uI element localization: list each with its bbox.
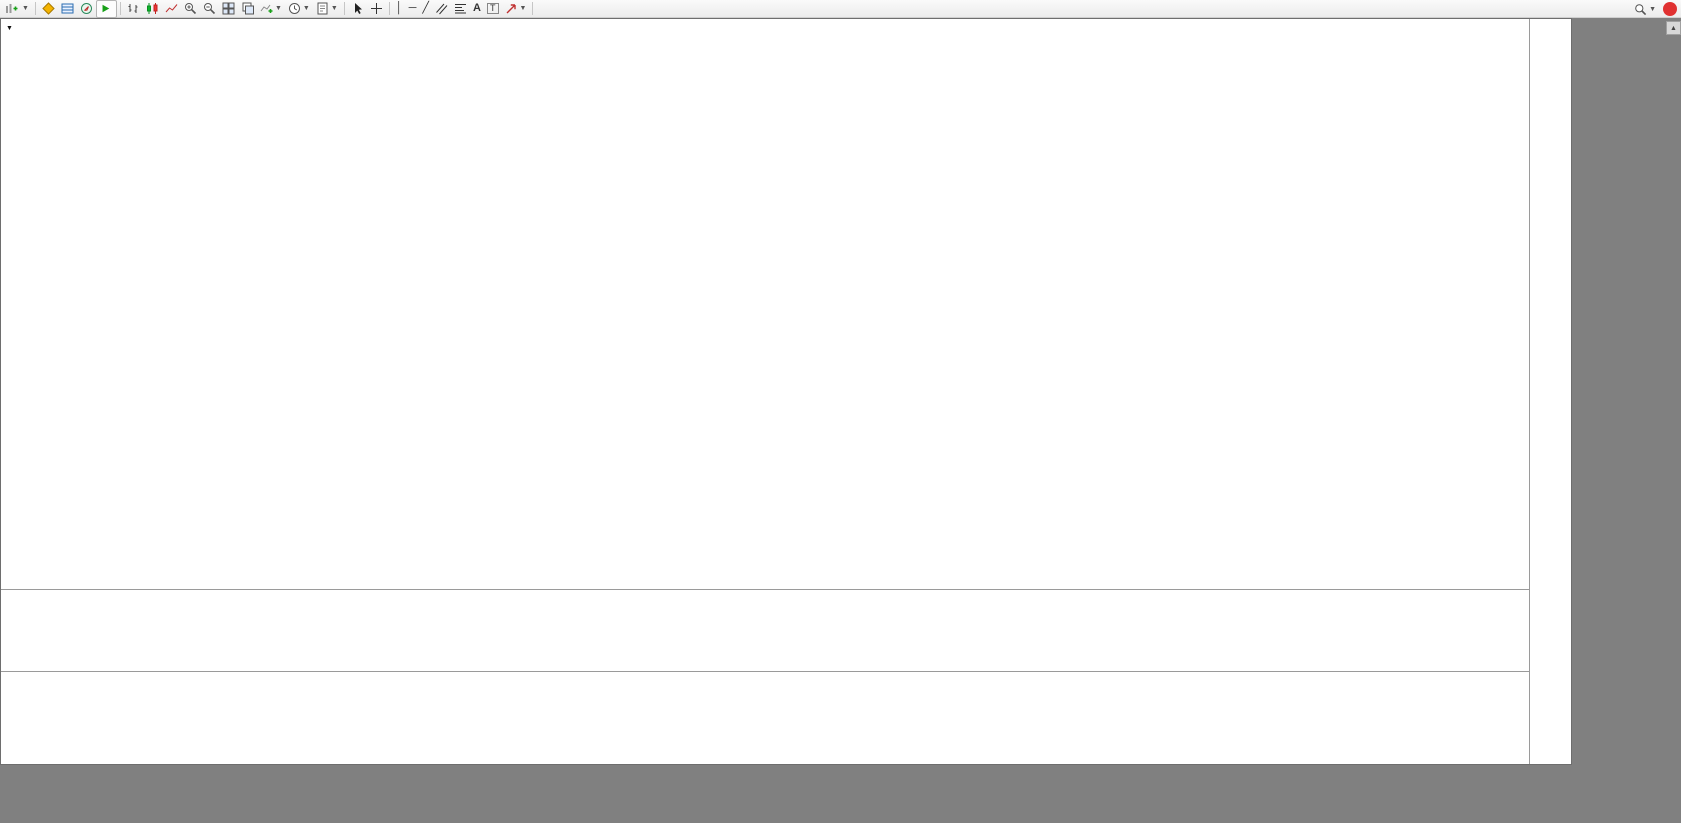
data-window-button[interactable] <box>58 1 77 17</box>
search-button[interactable]: ▼ <box>1631 1 1659 17</box>
new-order-button[interactable]: ▼ <box>2 1 32 17</box>
scroll-up-button[interactable]: ▲ <box>1666 21 1681 35</box>
indicators-button[interactable]: ▼ <box>257 1 285 17</box>
channel-icon <box>436 3 448 15</box>
pane-separator[interactable] <box>1 671 1571 672</box>
template-icon <box>317 2 328 15</box>
indicators-icon <box>260 4 273 13</box>
price-pane[interactable] <box>1 19 1529 589</box>
cursor-icon <box>354 3 362 14</box>
channel-button[interactable] <box>432 1 451 17</box>
macd-pane[interactable] <box>1 590 1529 671</box>
one-click-trading-toggle[interactable]: ▼ <box>6 25 13 32</box>
tile-windows-button[interactable] <box>219 1 238 17</box>
vertical-line-icon: │ <box>395 2 403 14</box>
tile-windows-icon <box>222 2 235 15</box>
cursor-button[interactable] <box>348 1 367 17</box>
zoom-out-icon <box>203 3 216 15</box>
toolbar-separator <box>532 2 534 15</box>
horizontal-line-button[interactable]: ─ <box>406 1 420 17</box>
line-chart-icon <box>165 4 178 13</box>
chevron-down-icon: ▼ <box>330 5 338 12</box>
notification-badge[interactable] <box>1663 2 1677 16</box>
market-watch-button[interactable] <box>39 1 58 17</box>
periods-button[interactable]: ▼ <box>285 1 313 17</box>
candlestick-icon <box>146 3 158 14</box>
navigator-icon <box>80 3 92 14</box>
bar-chart-button[interactable] <box>124 1 143 17</box>
toolbar-separator <box>388 2 390 15</box>
pane-separator[interactable] <box>1 589 1571 590</box>
zoom-in-icon <box>184 3 197 15</box>
trendline-button[interactable]: ╱ <box>419 1 432 17</box>
trendline-icon: ╱ <box>422 2 430 14</box>
search-icon <box>1635 3 1647 15</box>
cascade-windows-button[interactable] <box>238 1 257 17</box>
navigator-button[interactable] <box>77 1 96 17</box>
cascade-windows-icon <box>242 2 254 15</box>
text-button[interactable]: A <box>470 1 484 17</box>
zoom-out-button[interactable] <box>200 1 219 17</box>
crosshair-icon <box>370 3 382 14</box>
templates-button[interactable]: ▼ <box>313 1 341 17</box>
zoom-in-button[interactable] <box>181 1 200 17</box>
vertical-line-button[interactable]: │ <box>393 1 406 17</box>
line-chart-button[interactable] <box>162 1 181 17</box>
toolbar-right: ▼ <box>1631 1 1677 17</box>
market-watch-icon <box>42 2 55 15</box>
candlestick-chart-button[interactable] <box>143 1 162 17</box>
time-axis[interactable] <box>1 746 1529 764</box>
toolbar: ▼ <box>0 0 1681 18</box>
new-order-icon <box>6 4 18 13</box>
chevron-down-icon: ▼ <box>274 5 282 12</box>
data-window-icon <box>61 3 74 14</box>
chevron-down-icon: ▼ <box>22 5 29 12</box>
toolbar-separator <box>34 2 36 15</box>
auto-trading-button[interactable] <box>95 0 117 18</box>
horizontal-line-icon: ─ <box>408 2 417 14</box>
chevron-down-icon: ▼ <box>302 5 310 12</box>
price-axis[interactable] <box>1529 19 1571 764</box>
chart-title: ▼ <box>6 25 25 32</box>
fibonacci-button[interactable] <box>451 1 470 17</box>
crosshair-button[interactable] <box>367 1 386 17</box>
text-a-icon: A <box>473 2 481 14</box>
chevron-down-icon: ▼ <box>1649 5 1656 13</box>
fibonacci-icon <box>455 4 467 14</box>
arrow-tool-icon <box>506 4 516 14</box>
text-label-icon: T <box>487 3 499 14</box>
bar-chart-icon <box>128 4 138 13</box>
chevron-down-icon: ▼ <box>519 5 527 12</box>
text-label-button[interactable]: T <box>484 1 502 17</box>
toolbar-separator <box>119 2 121 15</box>
clock-icon <box>288 3 300 14</box>
toolbar-separator <box>343 2 345 15</box>
play-icon <box>102 4 110 13</box>
chart-area[interactable]: ▼ <box>0 18 1572 765</box>
rsi-pane[interactable] <box>1 671 1529 746</box>
arrows-button[interactable]: ▼ <box>502 1 530 17</box>
